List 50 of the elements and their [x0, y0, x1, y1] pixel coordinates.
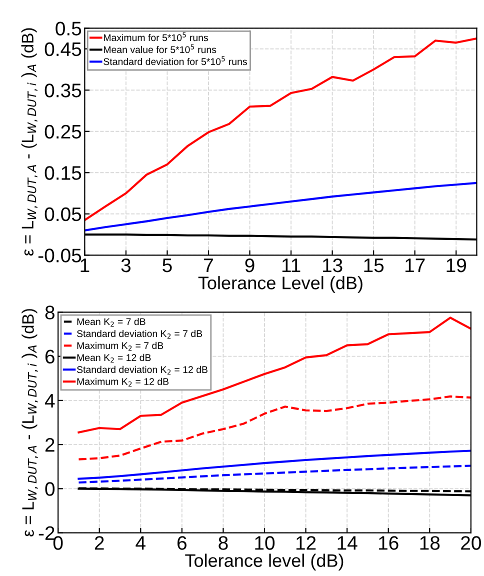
y-tick-label: -2 — [38, 526, 54, 540]
x-tick-label: 19 — [446, 258, 466, 272]
y-tick-label: 0.5 — [56, 22, 82, 36]
x-tick-label: 15 — [364, 258, 384, 272]
y-tick-label: -0.05 — [38, 248, 82, 262]
line-series — [78, 450, 471, 480]
legend-label: Standard deviation K$_{2}$ = 12 dB — [76, 366, 208, 375]
line-series — [84, 182, 477, 232]
x-tick-label: 13 — [322, 258, 342, 272]
y-tick-label: 8 — [45, 306, 54, 320]
legend-label: Maximum K$_{2}$ = 12 dB — [77, 378, 169, 387]
legend-label: Maximum K$_{2}$ = 7 dB — [77, 342, 164, 351]
x-tick-label: 5 — [162, 258, 172, 272]
y-tick-label: 4 — [44, 394, 55, 408]
y-tick-label: 0.05 — [44, 207, 82, 222]
x-tick-label: 12 — [296, 536, 316, 550]
x-tick-label: 14 — [338, 536, 358, 550]
x-tick-label: 3 — [121, 258, 131, 272]
legend-label: Mean value for 5*10$^{5}$ runs — [104, 44, 216, 54]
y-tick-label: 0.15 — [44, 166, 82, 180]
x-tick-label: 4 — [136, 536, 146, 550]
legend-label: Standard deviation for 5*10$^{5}$ runs — [104, 56, 247, 66]
x-tick-label: 16 — [379, 536, 398, 550]
x-tick-label: 2 — [94, 536, 104, 550]
x-tick-label: 20 — [461, 536, 481, 550]
y-axis-title: ε = L$_{W,DUT,A}$ - (L$_{W,DUT,i}$ )$_{A}$ (dB) — [21, 28, 38, 256]
x-axis-title: Tolerance level (dB) — [185, 554, 344, 571]
x-tick-label: 11 — [282, 258, 300, 272]
legend-label: Standard deviation K$_{2}$ = 7 dB — [76, 330, 202, 339]
y-tick-label: 0.45 — [44, 42, 82, 56]
line-series — [78, 395, 471, 460]
y-tick-label: 2 — [45, 438, 54, 452]
y-tick-label: 0.25 — [44, 124, 82, 139]
x-tick-label: 18 — [420, 536, 440, 550]
x-tick-label: 17 — [406, 258, 425, 272]
y-tick-label: 0.35 — [44, 84, 82, 98]
legend-label: Mean K$_{2}$ = 12 dB — [77, 354, 151, 363]
line-series — [78, 316, 471, 434]
x-tick-label: 9 — [245, 258, 254, 272]
x-tick-label: 6 — [178, 536, 186, 550]
y-tick-label: 0 — [45, 482, 55, 496]
legend-label: Maximum for 5*10$^{5}$ runs — [104, 32, 208, 42]
x-tick-label: 1 — [80, 258, 90, 272]
x-tick-label: 10 — [255, 536, 275, 550]
legend-label: Mean K$_{2}$ = 7 dB — [77, 318, 146, 327]
x-axis-title: Tolerance Level (dB) — [198, 276, 362, 293]
y-axis-title: ε = L$_{W,DUT,A}$ - (L$_{W,DUT,i}$ )$_{A}$ (dB) — [22, 309, 38, 536]
x-tick-label: 8 — [218, 536, 228, 550]
y-tick-label: 6 — [45, 350, 54, 364]
x-tick-label: 7 — [204, 258, 213, 272]
